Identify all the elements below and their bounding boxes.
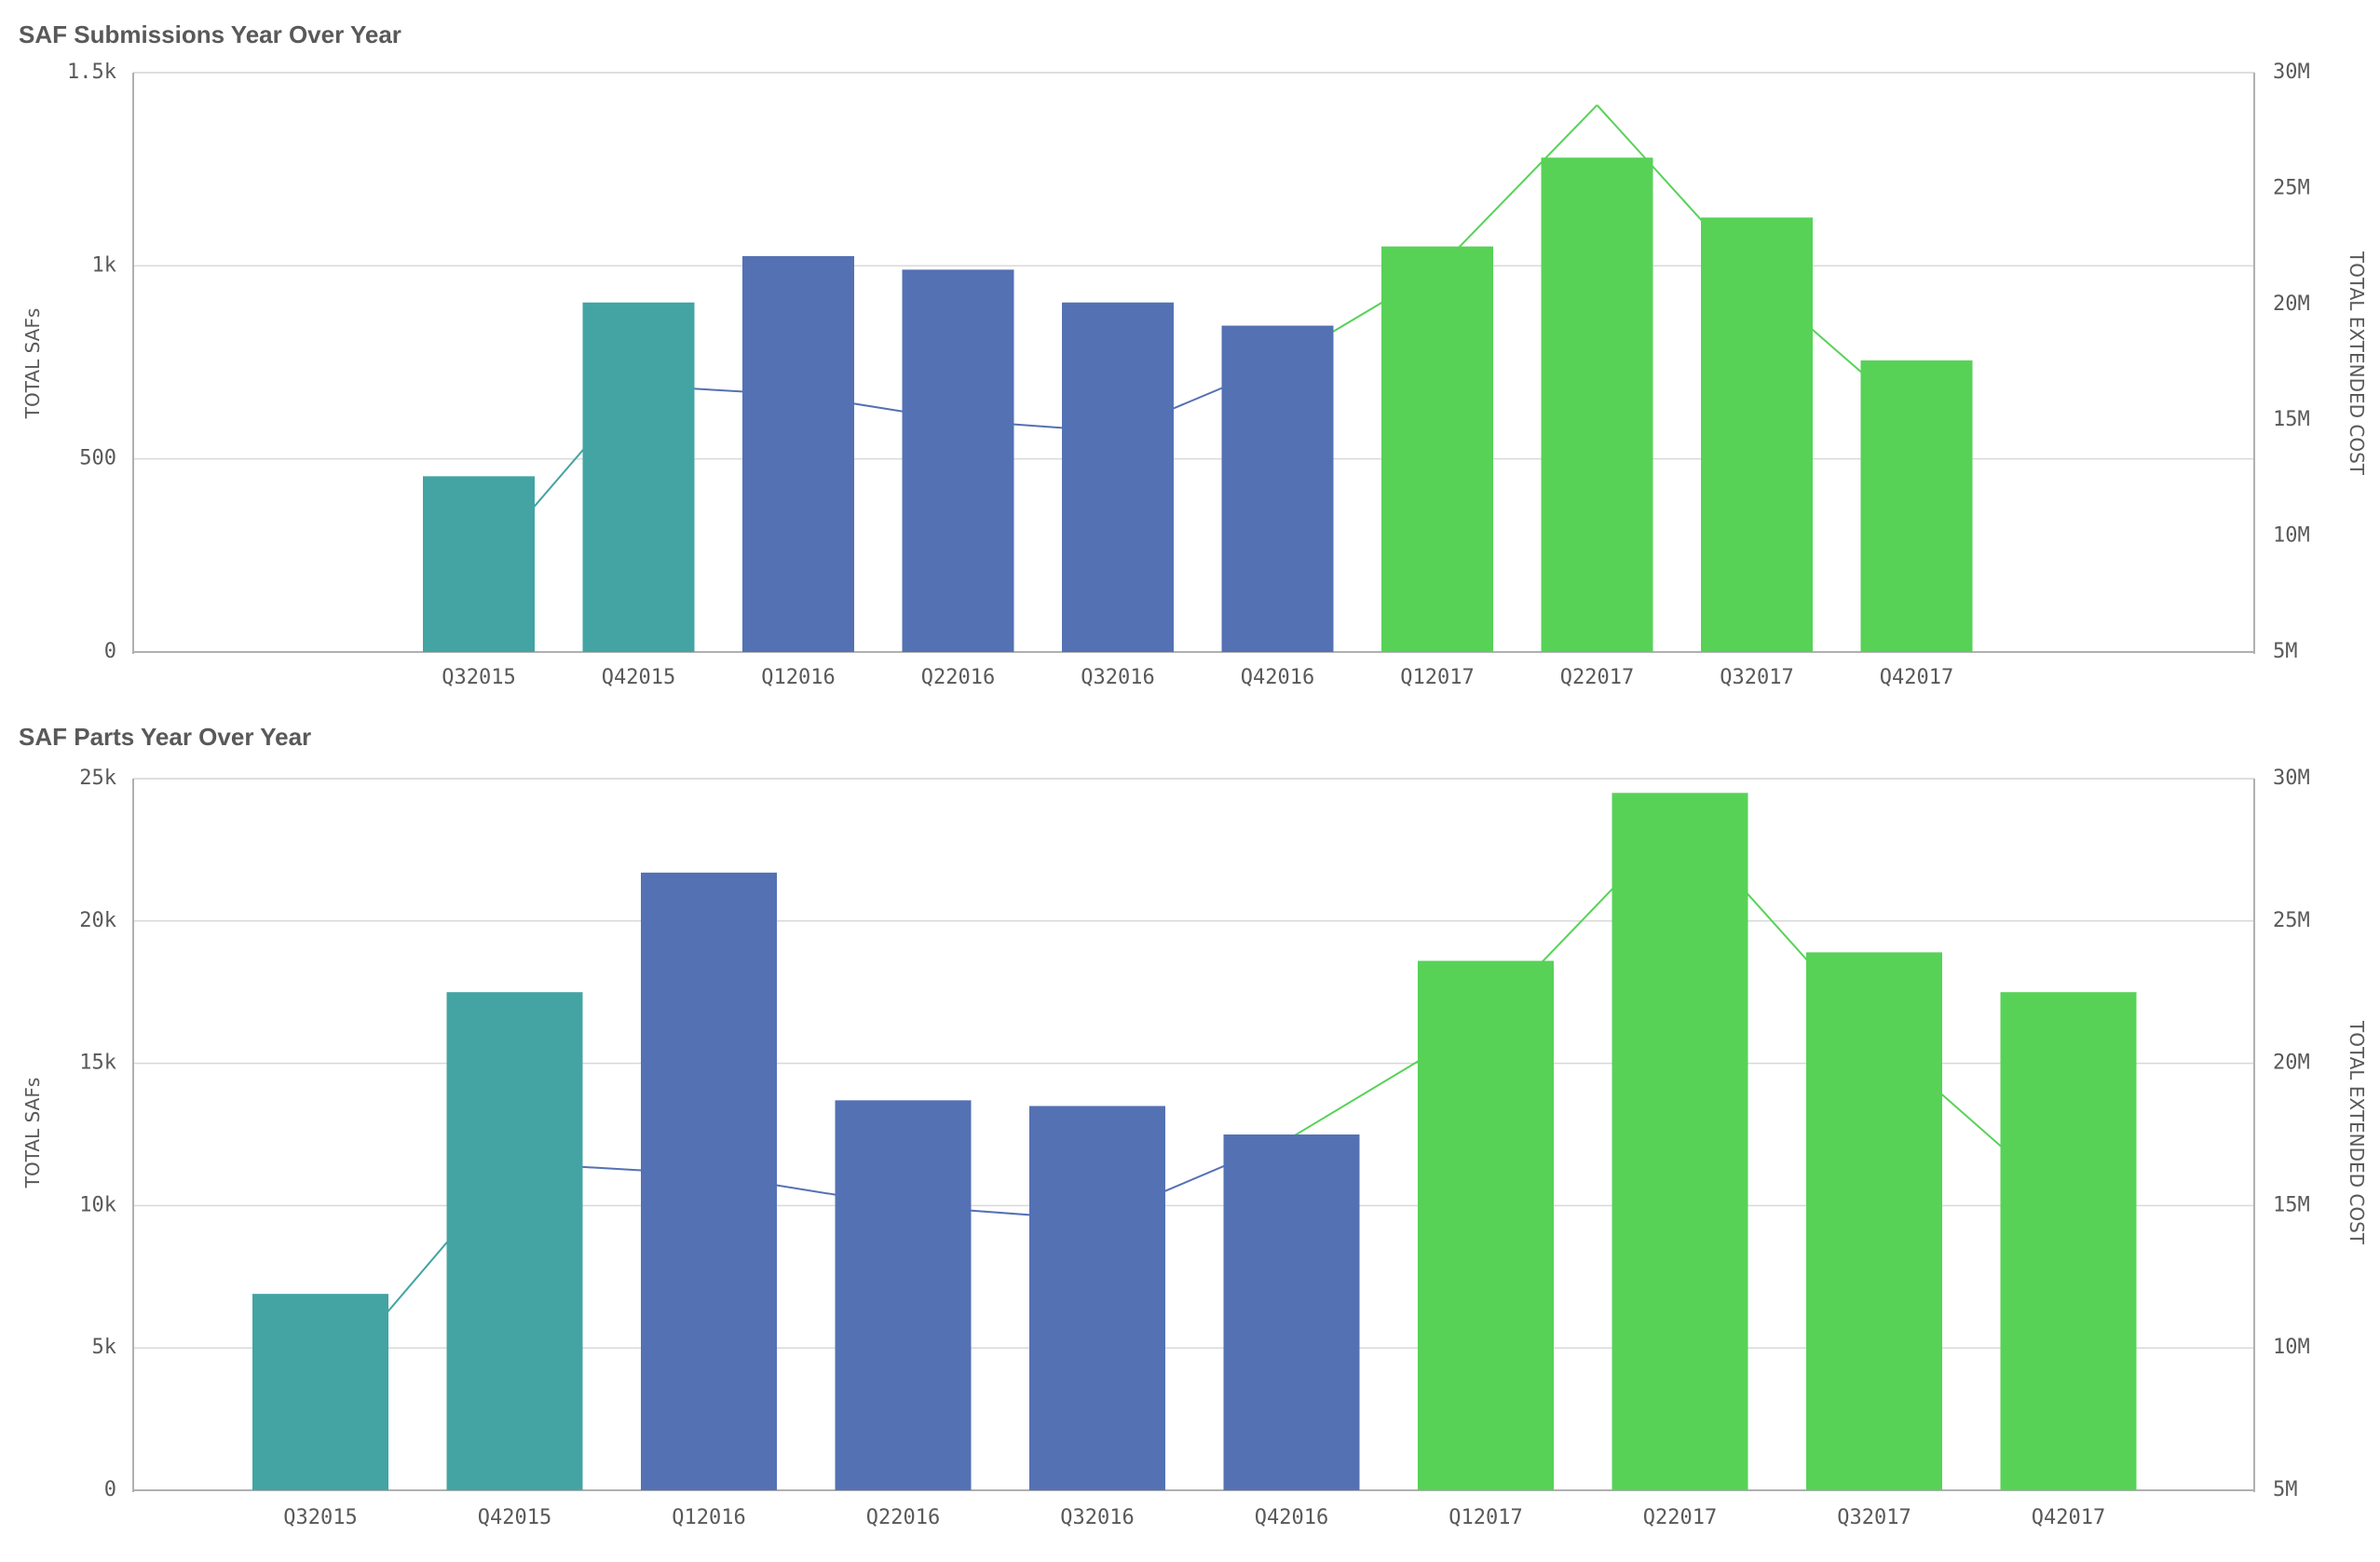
y-tick-label: 25k (79, 767, 116, 790)
submissions-chart: 0 500 1k 1.5k 5M 10M 15M 20M 25M 30M TOTAL SAFs TOT… (21, 61, 2368, 689)
y-tick-label: 500 (79, 447, 116, 470)
bar (1223, 1134, 1360, 1490)
bar (1381, 246, 1493, 652)
bar-series (423, 157, 1973, 652)
bar (1806, 952, 1942, 1490)
bar (2000, 992, 2137, 1490)
y-right-tick-label: 20M (2273, 292, 2310, 316)
y-tick-label: 5k (92, 1336, 117, 1359)
x-tick-label: Q32016 (1081, 666, 1154, 689)
y-right-tick-label: 10M (2273, 1336, 2310, 1359)
x-tick-label: Q12017 (1448, 1506, 1522, 1529)
x-tick-label: Q32017 (1720, 666, 1793, 689)
bar (252, 1294, 388, 1490)
y-tick-label: 20k (79, 909, 116, 932)
bar (1418, 960, 1554, 1490)
bar (1701, 217, 1813, 652)
cost-line-series (478, 104, 1918, 572)
y-right-tick-label: 25M (2273, 176, 2310, 199)
y-axis-title: TOTAL SAFs (21, 1078, 44, 1188)
x-tick-label: Q22016 (921, 666, 995, 689)
x-tick-label: Q42015 (478, 1506, 551, 1529)
y-axis-right-title: TOTAL EXTENDED COST (2346, 251, 2368, 476)
y-right-tick-label: 10M (2273, 524, 2310, 548)
y-right-tick-label: 5M (2273, 640, 2298, 663)
y-tick-label: 15k (79, 1052, 116, 1075)
x-tick-label: Q22017 (1643, 1506, 1717, 1529)
x-tick-label: Q42017 (2032, 1506, 2105, 1529)
y-tick-label: 1k (92, 253, 117, 277)
y-right-tick-label: 30M (2273, 61, 2310, 84)
x-tick-label: Q12016 (672, 1506, 745, 1529)
bar (582, 302, 695, 652)
bar (742, 255, 854, 652)
x-tick-label: Q22017 (1560, 666, 1634, 689)
parts-chart-title: SAF Parts Year Over Year (19, 723, 312, 751)
x-tick-label: Q12017 (1400, 666, 1474, 689)
x-tick-label: Q32016 (1060, 1506, 1134, 1529)
parts-chart: 0 5k 10k 15k 20k 25k 5M 10M 15M 20M 25M 30M TOTAL SA… (21, 767, 2368, 1529)
bar (902, 269, 1014, 652)
submissions-chart-title: SAF Submissions Year Over Year (19, 20, 401, 48)
x-tick-label: Q32015 (283, 1506, 357, 1529)
bar (446, 992, 583, 1490)
bar (1860, 360, 1973, 652)
y-axis-right-title: TOTAL EXTENDED COST (2346, 1020, 2368, 1245)
x-tick-label: Q42015 (602, 666, 675, 689)
cost-line-segment (1436, 104, 1598, 271)
x-tick-label: Q42016 (1241, 666, 1314, 689)
bar (835, 1100, 972, 1490)
y-axis-title: TOTAL SAFs (21, 308, 44, 419)
bar (641, 872, 777, 1490)
x-tick-label: Q42016 (1255, 1506, 1328, 1529)
parts-panel: SAF Parts Year Over Year 0 5k 10k 15k 20k 25k… (0, 717, 2380, 1562)
x-tick-label: Q32017 (1837, 1506, 1911, 1529)
bar (1062, 302, 1174, 652)
bar (1541, 157, 1653, 652)
x-tick-label: Q12016 (761, 666, 835, 689)
y-tick-label: 10k (79, 1193, 116, 1216)
y-tick-label: 0 (104, 1478, 116, 1501)
y-right-tick-label: 30M (2273, 767, 2310, 790)
bar (1029, 1106, 1165, 1490)
bar (1612, 793, 1748, 1490)
bar-series (252, 793, 2137, 1490)
y-right-tick-label: 20M (2273, 1052, 2310, 1075)
y-right-tick-label: 5M (2273, 1478, 2298, 1501)
y-tick-label: 0 (104, 640, 116, 663)
bar (423, 476, 535, 652)
x-tick-label: Q42017 (1880, 666, 1953, 689)
x-tick-label: Q22016 (866, 1506, 940, 1529)
submissions-panel: SAF Submissions Year Over Year 0 500 1k 1.5… (0, 0, 2380, 736)
y-right-tick-label: 15M (2273, 408, 2310, 431)
x-tick-label: Q32015 (442, 666, 515, 689)
bar (1221, 325, 1334, 652)
y-right-tick-label: 25M (2273, 909, 2310, 932)
y-right-tick-label: 15M (2273, 1193, 2310, 1216)
y-tick-label: 1.5k (67, 61, 116, 84)
